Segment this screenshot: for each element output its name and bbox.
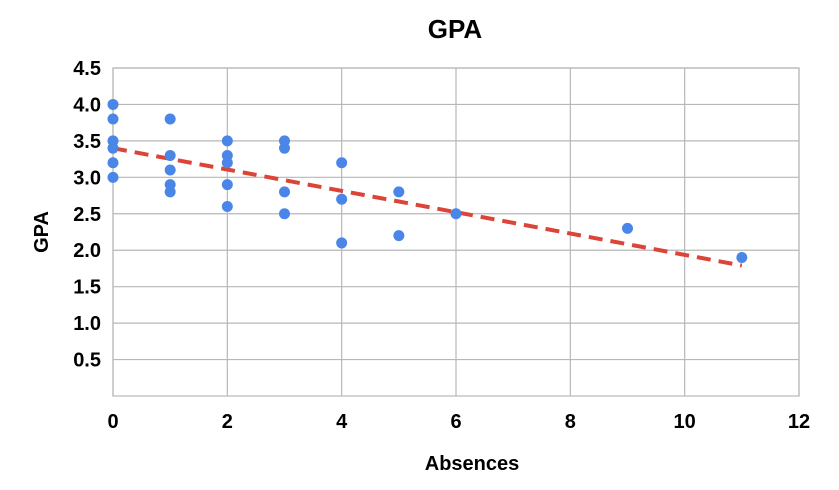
data-point	[164, 186, 176, 198]
data-point	[107, 157, 119, 169]
y-tick-label: 2.5	[73, 204, 101, 226]
x-tick-label: 10	[674, 411, 696, 433]
x-tick-label: 8	[565, 411, 576, 433]
data-point	[221, 157, 233, 169]
data-point	[164, 113, 176, 125]
data-point	[336, 193, 348, 205]
y-tick-label: 1.5	[73, 277, 101, 299]
grid-lines	[112, 67, 800, 397]
data-point	[279, 142, 290, 154]
y-tick-label: 2.0	[73, 240, 101, 262]
data-point	[221, 200, 233, 212]
data-point	[221, 179, 233, 191]
tick-labels: 0 2 4 6 8 10 12 0.5 1.0 1.5 2.0 2.5 3.0 3.5 4.0 4.5	[73, 58, 810, 433]
x-tick-label: 12	[788, 411, 810, 433]
y-tick-label: 0.5	[73, 350, 101, 372]
data-point	[107, 113, 119, 125]
data-point	[336, 157, 348, 169]
y-tick-label: 1.0	[73, 313, 101, 335]
data-point	[393, 230, 405, 242]
data-point	[622, 222, 633, 234]
y-axis-label: GPA	[31, 211, 53, 253]
chart-title: GPA	[428, 14, 483, 44]
x-tick-label: 0	[107, 411, 118, 433]
x-axis-label: Absences	[425, 453, 520, 475]
y-tick-label: 3.0	[73, 167, 101, 189]
trendline	[112, 146, 743, 268]
data-point	[336, 237, 348, 249]
data-point	[107, 142, 119, 154]
plot-frame	[112, 67, 800, 397]
data-point	[393, 186, 405, 198]
data-point	[107, 171, 119, 183]
data-point	[279, 186, 290, 198]
x-tick-label: 2	[222, 411, 233, 433]
data-point	[164, 149, 176, 161]
trendline-layer	[112, 146, 743, 268]
data-points	[107, 98, 748, 264]
data-point	[164, 164, 176, 176]
y-tick-label: 4.0	[73, 94, 101, 116]
y-tick-label: 4.5	[73, 58, 101, 80]
data-point	[450, 208, 462, 220]
data-point	[279, 208, 290, 220]
x-tick-label: 4	[336, 411, 348, 433]
data-point	[221, 135, 233, 147]
data-point	[107, 98, 119, 110]
data-point	[736, 252, 748, 264]
y-tick-label: 3.5	[73, 131, 101, 153]
x-tick-label: 6	[450, 411, 461, 433]
